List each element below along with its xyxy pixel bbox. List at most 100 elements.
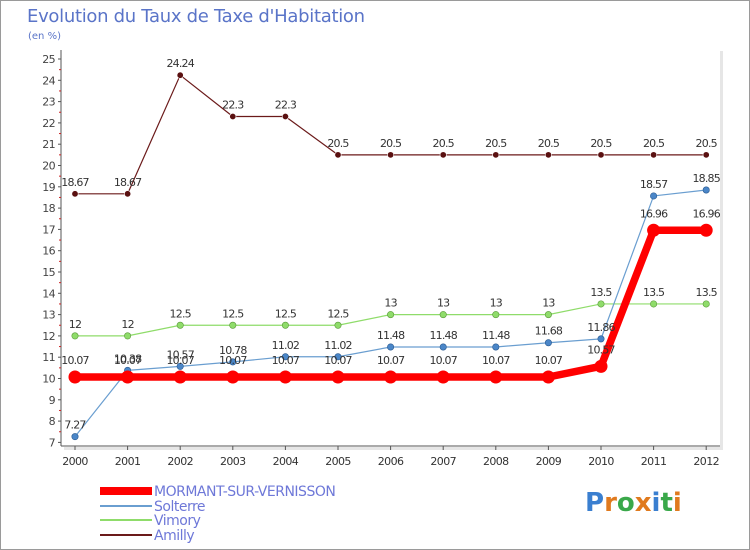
data-point-vimory xyxy=(334,321,342,329)
data-point-mormant-sur-vernisson xyxy=(436,370,450,384)
data-point-amilly xyxy=(71,190,79,198)
data-label-amilly: 20.5 xyxy=(643,137,665,150)
data-label-solterre: 18.85 xyxy=(692,172,720,185)
data-label-amilly: 20.5 xyxy=(485,137,507,150)
x-tick-label: 2004 xyxy=(273,455,299,468)
legend-swatch xyxy=(100,533,152,536)
data-point-amilly xyxy=(544,151,552,159)
data-point-solterre xyxy=(702,186,710,194)
y-tick-label: 17 xyxy=(42,223,55,236)
data-label-vimory: 12.5 xyxy=(327,307,349,320)
y-tick-label: 16 xyxy=(42,245,55,258)
data-point-vimory xyxy=(597,300,605,308)
data-label-vimory: 13 xyxy=(542,297,555,310)
y-tick-label: 20 xyxy=(42,160,55,173)
y-tick-label: 22 xyxy=(42,117,55,130)
data-point-mormant-sur-vernisson xyxy=(226,370,240,384)
data-point-mormant-sur-vernisson xyxy=(489,370,503,384)
data-point-vimory xyxy=(281,321,289,329)
data-point-amilly xyxy=(334,151,342,159)
logo-letter: i xyxy=(672,488,682,518)
y-tick-label: 9 xyxy=(49,394,56,407)
unit-label: (en %) xyxy=(28,31,61,42)
data-point-vimory xyxy=(229,321,237,329)
y-tick-label: 11 xyxy=(42,351,55,364)
y-tick-label: 8 xyxy=(49,415,56,428)
logo-letter: o xyxy=(616,488,635,518)
data-point-amilly xyxy=(229,113,237,121)
data-label-amilly: 20.5 xyxy=(538,137,560,150)
x-tick-label: 2002 xyxy=(167,455,193,468)
data-point-vimory xyxy=(650,300,658,308)
data-point-vimory xyxy=(176,321,184,329)
data-point-mormant-sur-vernisson xyxy=(173,370,187,384)
data-point-solterre xyxy=(71,433,79,441)
y-tick-label: 25 xyxy=(42,53,55,66)
data-label-mormant-sur-vernisson: 10.07 xyxy=(324,354,352,367)
data-point-vimory xyxy=(492,311,500,319)
data-label-solterre: 18.57 xyxy=(640,178,668,191)
data-label-vimory: 13.5 xyxy=(643,286,665,299)
data-point-vimory xyxy=(439,311,447,319)
data-point-mormant-sur-vernisson xyxy=(331,370,345,384)
data-label-amilly: 20.5 xyxy=(696,137,718,150)
x-tick-label: 2001 xyxy=(115,455,141,468)
data-point-amilly xyxy=(702,151,710,159)
logo-letter: x xyxy=(634,488,652,518)
data-label-amilly: 20.5 xyxy=(380,137,402,150)
proxiti-logo: Proxiti xyxy=(585,488,682,518)
data-point-vimory xyxy=(702,300,710,308)
data-label-solterre: 10.78 xyxy=(219,344,247,357)
data-point-mormant-sur-vernisson xyxy=(121,370,135,384)
data-label-mormant-sur-vernisson: 10.07 xyxy=(429,354,457,367)
data-label-amilly: 22.3 xyxy=(222,99,244,112)
data-point-mormant-sur-vernisson xyxy=(594,359,608,373)
x-tick-label: 2007 xyxy=(430,455,456,468)
x-tick-label: 2012 xyxy=(693,455,719,468)
data-point-vimory xyxy=(387,311,395,319)
data-point-amilly xyxy=(650,151,658,159)
data-point-amilly xyxy=(492,151,500,159)
x-tick-label: 2005 xyxy=(325,455,351,468)
data-label-vimory: 12 xyxy=(121,318,133,331)
data-label-mormant-sur-vernisson: 10.57 xyxy=(587,343,615,356)
data-point-amilly xyxy=(387,151,395,159)
data-label-amilly: 24.24 xyxy=(166,57,194,70)
legend-label: Amilly xyxy=(154,527,195,544)
y-tick-label: 7 xyxy=(49,436,56,449)
data-point-amilly xyxy=(124,190,132,198)
data-label-vimory: 12.5 xyxy=(222,307,244,320)
data-label-vimory: 13.5 xyxy=(590,286,612,299)
data-label-vimory: 12 xyxy=(69,318,81,331)
data-label-vimory: 13 xyxy=(437,297,450,310)
data-point-solterre xyxy=(597,335,605,343)
x-tick-label: 2008 xyxy=(483,455,509,468)
y-tick-label: 14 xyxy=(42,287,55,300)
data-point-mormant-sur-vernisson xyxy=(647,223,661,237)
y-tick-label: 19 xyxy=(42,181,55,194)
y-tick-label: 13 xyxy=(42,309,55,322)
data-label-amilly: 20.5 xyxy=(327,137,349,150)
data-label-amilly: 20.5 xyxy=(590,137,612,150)
data-point-solterre xyxy=(176,362,184,370)
data-point-solterre xyxy=(229,358,237,366)
data-point-vimory xyxy=(71,332,79,340)
plot-area xyxy=(61,48,720,447)
data-label-mormant-sur-vernisson: 10.07 xyxy=(535,354,563,367)
data-label-mormant-sur-vernisson: 10.07 xyxy=(377,354,405,367)
x-tick-label: 2010 xyxy=(588,455,614,468)
data-point-amilly xyxy=(176,71,184,79)
data-label-amilly: 20.5 xyxy=(433,137,455,150)
x-tick-label: 2011 xyxy=(641,455,667,468)
legend-swatch xyxy=(100,519,152,521)
data-point-mormant-sur-vernisson xyxy=(384,370,398,384)
data-label-mormant-sur-vernisson: 16.96 xyxy=(692,207,720,220)
data-point-mormant-sur-vernisson xyxy=(541,370,555,384)
data-point-solterre xyxy=(492,343,500,351)
data-label-mormant-sur-vernisson: 10.07 xyxy=(114,354,142,367)
data-label-mormant-sur-vernisson: 10.07 xyxy=(61,354,89,367)
data-label-mormant-sur-vernisson: 10.07 xyxy=(482,354,510,367)
y-tick-label: 23 xyxy=(42,96,55,109)
x-tick-label: 2003 xyxy=(220,455,246,468)
